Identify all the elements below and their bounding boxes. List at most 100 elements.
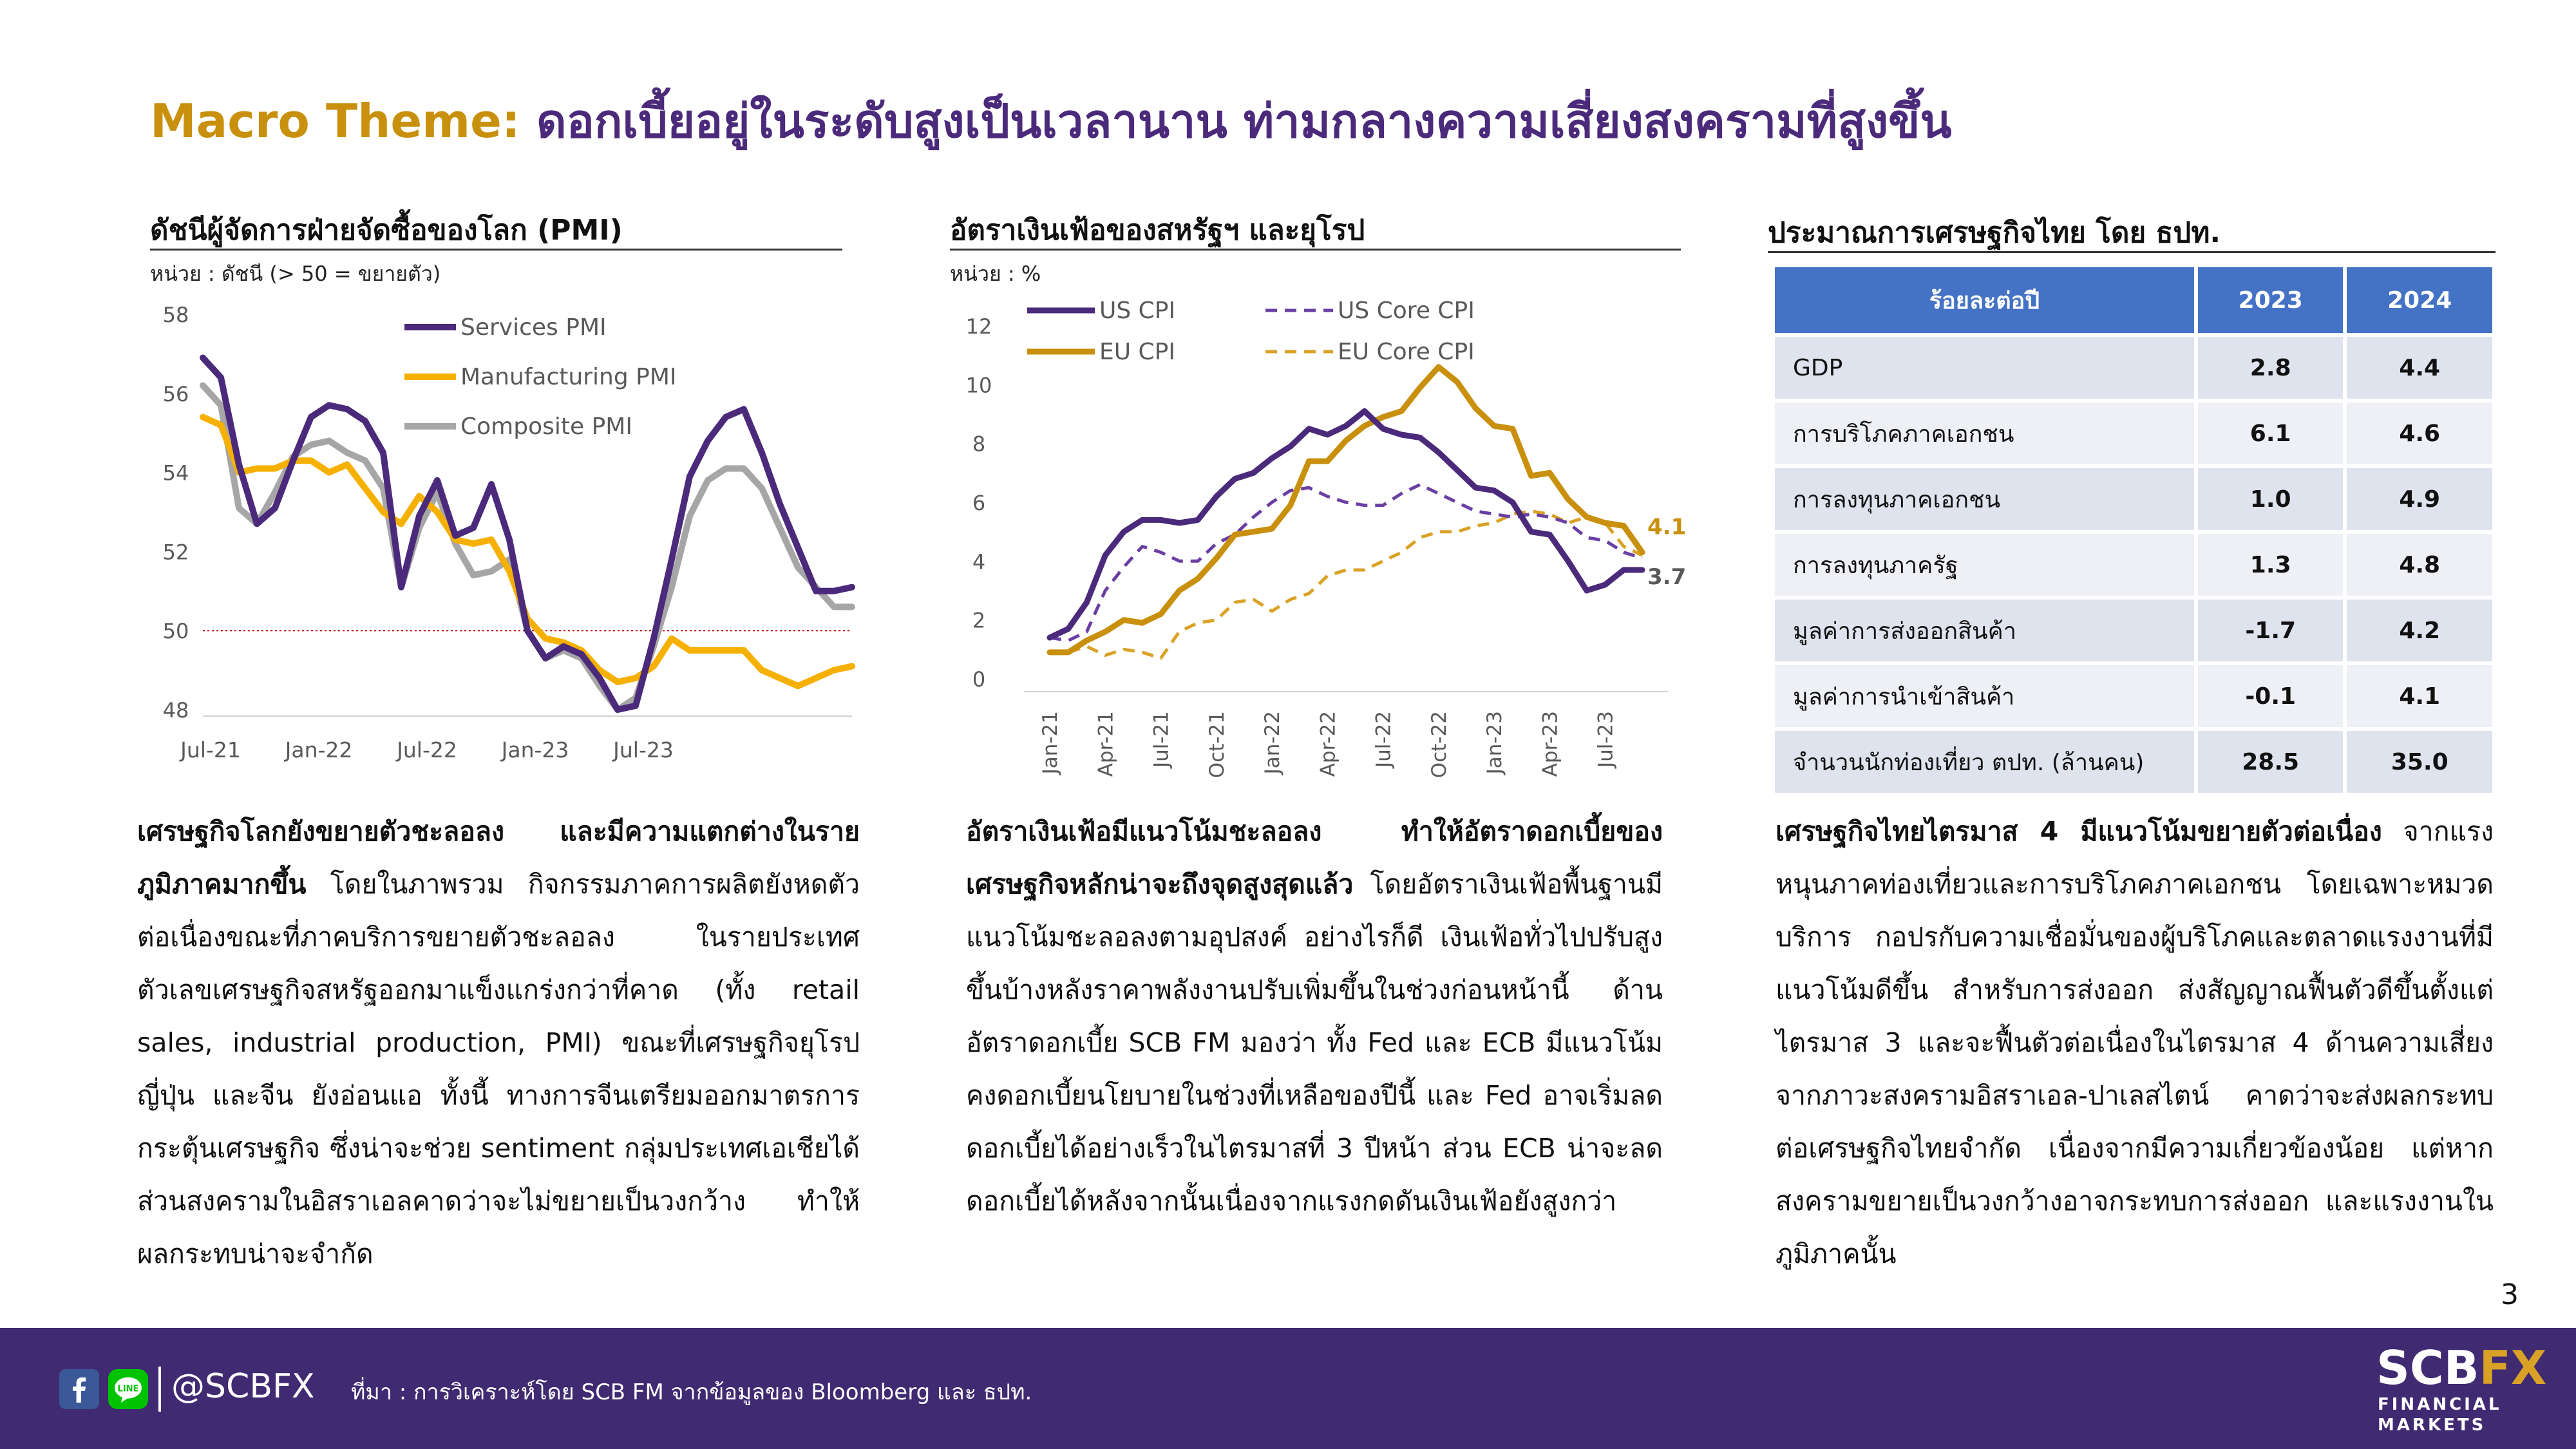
pmi-y-tick-label: 50 — [163, 619, 189, 643]
logo-scb: SCB — [2376, 1341, 2479, 1395]
table-row: GDP 2.8 4.4 — [1773, 335, 2494, 401]
col-header-2024: 2024 — [2345, 265, 2494, 335]
inflation-x-tick-label: Jul-22 — [1372, 711, 1396, 769]
inflation-series-line-us-cpi — [1046, 408, 1645, 641]
source-note: ที่มา : การวิเคราะห์โดย SCB FM จากข้อมูล… — [351, 1379, 1032, 1405]
row-label: GDP — [1773, 335, 2196, 401]
middle-paragraph-body: โดยอัตราเงินเฟ้อพื้นฐานมีแนวโน้มชะลอลงตา… — [966, 869, 1663, 1217]
row-label: การลงทุนภาครัฐ — [1773, 532, 2196, 598]
value-2023: 28.5 — [2195, 729, 2345, 795]
inflation-y-tick-label: 2 — [972, 609, 985, 633]
value-2023: 1.0 — [2195, 466, 2345, 532]
row-label: จำนวนนักท่องเที่ยว ตปท. (ล้านคน) — [1773, 729, 2196, 795]
table-row: การบริโภคภาคเอกชน 6.1 4.6 — [1773, 401, 2494, 466]
table-row: การลงทุนภาครัฐ 1.3 4.8 — [1773, 532, 2494, 598]
left-paragraph: เศรษฐกิจโลกยังขยายตัวชะลอลง และมีความแตก… — [137, 805, 860, 1280]
col-header-2023: 2023 — [2195, 265, 2345, 335]
value-2023: -1.7 — [2195, 598, 2345, 663]
value-2024: 4.2 — [2345, 598, 2494, 663]
pmi-series-line-manufacturing-pmi — [200, 413, 855, 690]
value-2024: 4.4 — [2345, 335, 2494, 401]
eu-cpi-end-label: 4.1 — [1647, 515, 1686, 540]
title-rest: ดอกเบี้ยอยู่ในระดับสูงเป็นเวลานาน ท่ามกล… — [536, 94, 1952, 148]
inflation-legend-label: EU CPI — [1099, 339, 1175, 365]
inflation-x-tick-label: Jan-23 — [1483, 711, 1506, 775]
thai-forecast-title: ประมาณการเศรษฐกิจไทย โดย ธปท. — [1768, 216, 2221, 249]
social-handle[interactable]: @SCBFX — [171, 1367, 315, 1406]
inflation-title-rule — [950, 249, 1681, 251]
value-2023: 6.1 — [2195, 401, 2345, 466]
pmi-legend-label: Composite PMI — [460, 413, 632, 440]
table-row: จำนวนนักท่องเที่ยว ตปท. (ล้านคน) 28.5 35.0 — [1773, 729, 2494, 795]
left-paragraph-headline: เศรษฐกิจโลกยังขยายตัวชะลอลง และมีความแตก… — [137, 816, 860, 900]
right-paragraph: เศรษฐกิจไทยไตรมาส 4 มีแนวโน้มขยายตัวต่อเ… — [1776, 805, 2494, 1280]
svg-text:LINE: LINE — [118, 1385, 139, 1394]
pmi-x-tick-label: Jul-21 — [179, 737, 241, 762]
facebook-icon[interactable] — [59, 1369, 99, 1409]
inflation-series-line-eu-cpi — [1046, 364, 1645, 656]
value-2024: 4.8 — [2345, 532, 2494, 598]
pmi-x-tick-label: Jan-23 — [500, 737, 569, 762]
table-row: การลงทุนภาคเอกชน 1.0 4.9 — [1773, 466, 2494, 532]
left-paragraph-body: โดยในภาพรวม กิจกรรมภาคการผลิตยังหดตัวต่อ… — [137, 869, 860, 1269]
pmi-y-tick-label: 48 — [163, 698, 189, 723]
title-prefix: Macro Theme: — [150, 94, 520, 148]
inflation-chart: 12 10 8 6 4 2 0 Jan-21 Apr-21 Jul-21 Oct-21 Jan-22 A… — [966, 298, 1687, 778]
inflation-legend-label: US CPI — [1099, 298, 1175, 324]
inflation-y-tick-label: 8 — [972, 432, 985, 457]
table-row: มูลค่าการนำเข้าสินค้า -0.1 4.1 — [1773, 663, 2494, 729]
value-2024: 35.0 — [2345, 729, 2494, 795]
value-2024: 4.1 — [2345, 663, 2494, 729]
inflation-legend-label: US Core CPI — [1338, 298, 1475, 324]
scbfx-logo: SCBFX — [2376, 1345, 2546, 1391]
thai-forecast-table: ร้อยละต่อปี 2023 2024 GDP 2.8 4.4 การบริโภค… — [1773, 265, 2494, 795]
footer-divider — [158, 1367, 161, 1412]
value-2024: 4.6 — [2345, 401, 2494, 466]
pmi-y-tick-label: 52 — [163, 540, 189, 564]
inflation-x-tick-label: Jul-21 — [1150, 711, 1173, 769]
inflation-series-line-eu-core-cpi — [1050, 509, 1643, 660]
row-label: มูลค่าการนำเข้าสินค้า — [1773, 663, 2196, 729]
right-paragraph-headline: เศรษฐกิจไทยไตรมาส 4 มีแนวโน้มขยายตัวต่อเ… — [1776, 816, 2382, 847]
inflation-unit-label: หน่วย : % — [950, 261, 1041, 286]
us-cpi-end-label: 3.7 — [1647, 564, 1686, 590]
pmi-title-rule — [150, 249, 842, 251]
pmi-legend-label: Manufacturing PMI — [460, 364, 677, 390]
logo-fx: FX — [2479, 1341, 2547, 1395]
inflation-x-tick-label: Oct-22 — [1428, 711, 1451, 778]
pmi-chart: 58 56 54 52 50 48 Jul-21 Jan-22 Jul-22 Jan-23 Jul-… — [163, 303, 855, 762]
logo-subtitle: FINANCIAL MARKETS — [2378, 1394, 2502, 1435]
inflation-x-tick-label: Apr-22 — [1316, 711, 1340, 777]
pmi-unit-label: หน่วย : ดัชนี (> 50 = ขยายตัว) — [150, 261, 441, 286]
inflation-chart-title: อัตราเงินเฟ้อของสหรัฐฯ และยุโรป — [950, 214, 1365, 247]
table-row: มูลค่าการส่งออกสินค้า -1.7 4.2 — [1773, 598, 2494, 663]
pmi-y-tick-label: 58 — [163, 303, 189, 327]
page-title: Macro Theme: ดอกเบี้ยอยู่ในระดับสูงเป็นเ… — [150, 84, 1952, 158]
inflation-y-tick-label: 6 — [972, 491, 985, 515]
inflation-x-tick-label: Jul-23 — [1595, 711, 1618, 769]
value-2023: 2.8 — [2195, 335, 2345, 401]
inflation-series-line-us-core-cpi — [1049, 483, 1643, 643]
pmi-chart-title: ดัชนีผู้จัดการฝ่ายจัดซื้อของโลก (PMI) — [150, 214, 623, 247]
pmi-x-tick-label: Jul-22 — [395, 737, 457, 762]
inflation-x-tick-label: Oct-21 — [1206, 711, 1229, 778]
pmi-legend-label: Services PMI — [460, 314, 607, 341]
col-header-unit: ร้อยละต่อปี — [1773, 265, 2196, 335]
value-2023: -0.1 — [2195, 663, 2345, 729]
row-label: มูลค่าการส่งออกสินค้า — [1773, 598, 2196, 663]
row-label: การลงทุนภาคเอกชน — [1773, 466, 2196, 532]
inflation-y-tick-label: 4 — [972, 549, 985, 574]
inflation-x-tick-label: Apr-21 — [1094, 711, 1117, 777]
middle-paragraph-headline: อัตราเงินเฟ้อมีแนวโน้มชะลอลง ทำให้อัตราด… — [966, 816, 1663, 900]
right-paragraph-body: จากแรงหนุนภาคท่องเที่ยวและการบริโภคภาคเอ… — [1776, 816, 2494, 1269]
footer-bar — [0, 1328, 2576, 1449]
page-number: 3 — [2501, 1278, 2519, 1311]
middle-paragraph: อัตราเงินเฟ้อมีแนวโน้มชะลอลง ทำให้อัตราด… — [966, 805, 1663, 1227]
pmi-y-tick-label: 56 — [163, 382, 189, 406]
inflation-legend-label: EU Core CPI — [1338, 339, 1475, 365]
pmi-y-tick-label: 54 — [163, 461, 189, 486]
logo-sub-markets: MARKETS — [2378, 1416, 2486, 1435]
inflation-x-tick-label: Apr-23 — [1539, 711, 1562, 777]
line-icon[interactable]: LINE — [108, 1369, 148, 1409]
row-label: การบริโภคภาคเอกชน — [1773, 401, 2196, 466]
